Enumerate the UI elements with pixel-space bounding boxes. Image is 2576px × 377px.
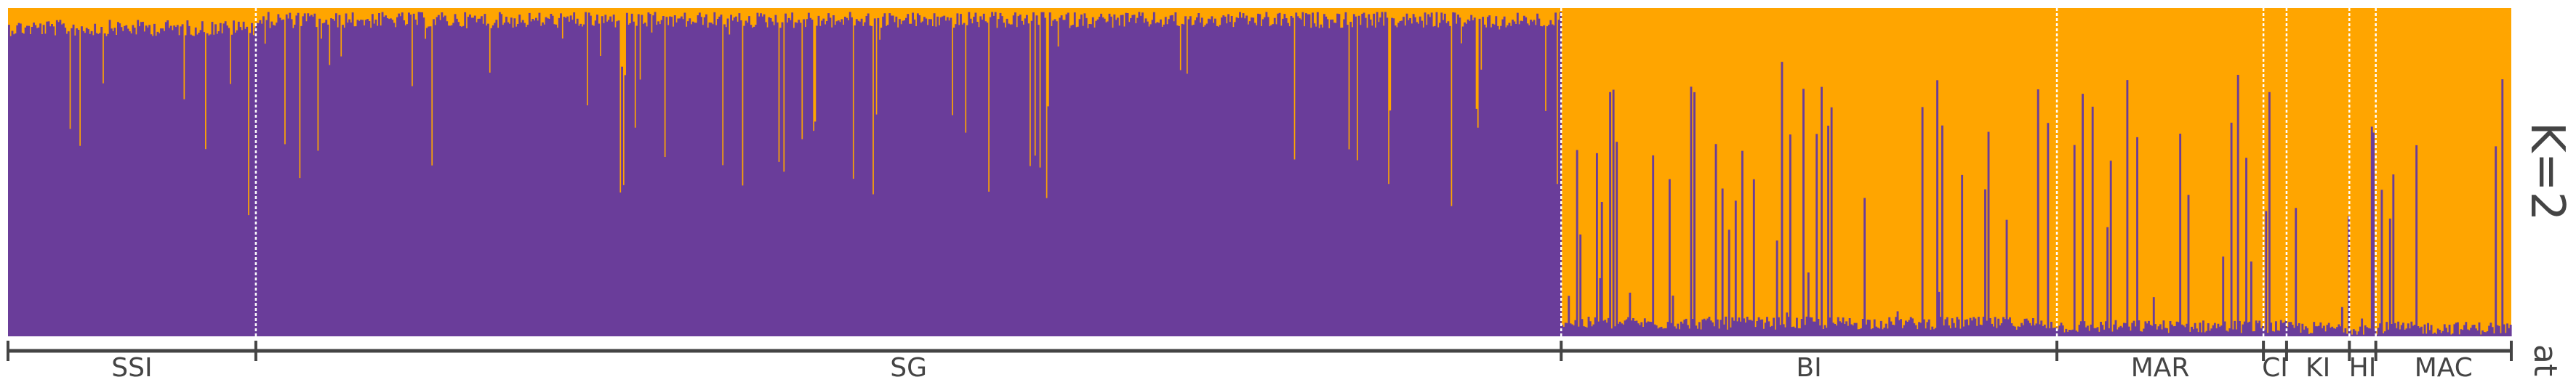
- population-bars-sg: [255, 12, 1562, 336]
- population-bars-ci: [2263, 92, 2287, 336]
- population-bars-mac: [2375, 79, 2512, 336]
- population-dividers: [254, 8, 2377, 336]
- population-bars-bi: [1561, 62, 2058, 336]
- population-labels: SSI SG BI MAR CI KI HI MAC: [111, 353, 2473, 377]
- population-label-ki: KI: [2306, 353, 2330, 377]
- population-bars-hi: [2349, 126, 2377, 336]
- trailing-label: at: [2527, 344, 2564, 376]
- population-label-ci: CI: [2262, 353, 2288, 377]
- population-label-hi: HI: [2349, 353, 2377, 377]
- population-label-ssi: SSI: [111, 353, 152, 377]
- population-label-bi: BI: [1796, 353, 1821, 377]
- population-label-mar: MAR: [2131, 353, 2190, 377]
- admixture-bars: [8, 8, 2512, 337]
- k-label: K=2: [2520, 122, 2574, 221]
- population-label-sg: SG: [890, 353, 927, 377]
- population-label-mac: MAC: [2415, 353, 2473, 377]
- population-axis: [7, 341, 2513, 361]
- population-bars-ssi: [8, 20, 257, 337]
